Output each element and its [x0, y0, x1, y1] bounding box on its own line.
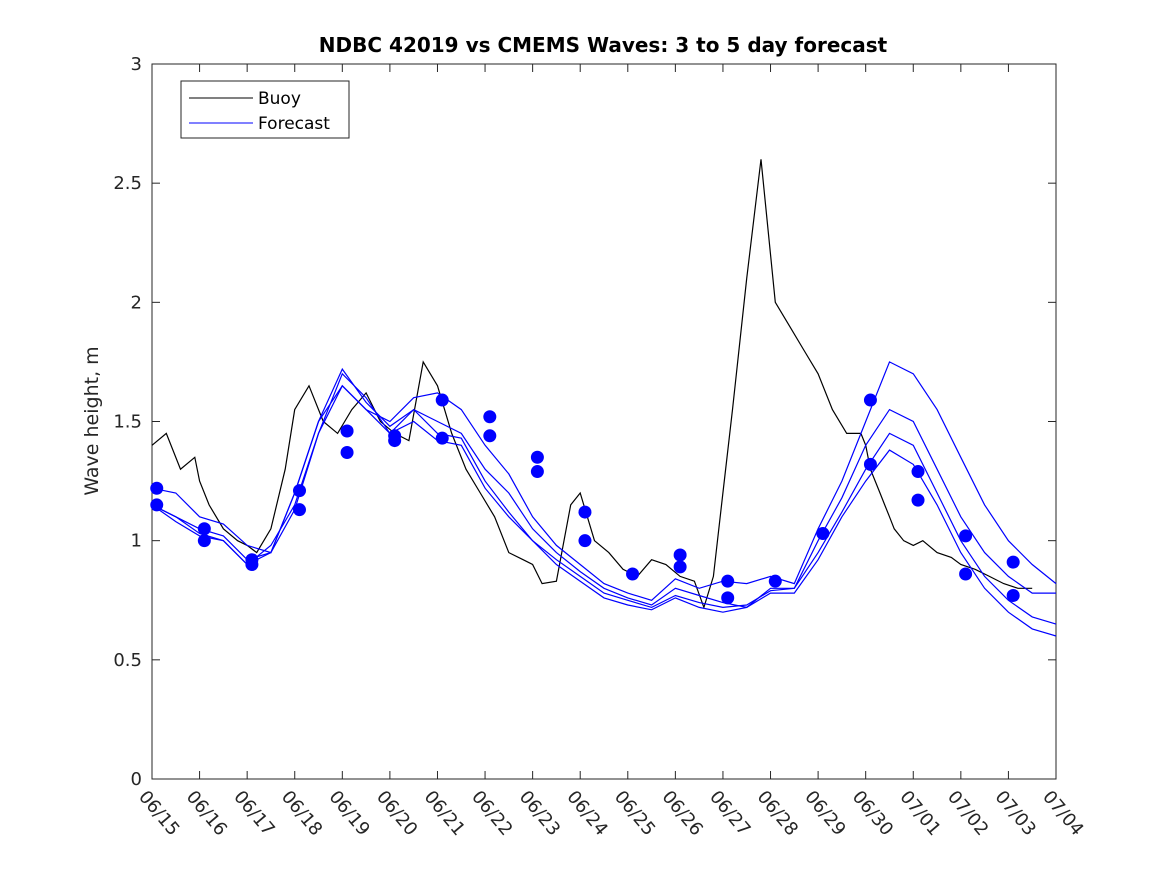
x-tick-label: 06/16 — [182, 787, 231, 840]
forecast-point — [197, 522, 211, 536]
x-tick-label: 07/03 — [991, 787, 1040, 840]
forecast-point — [863, 393, 877, 407]
buoy-line — [151, 159, 1033, 610]
x-tick-label: 06/25 — [610, 787, 659, 840]
y-tick-label: 2 — [131, 292, 142, 313]
x-tick-label: 06/19 — [324, 787, 373, 840]
forecast-point — [721, 591, 735, 605]
forecast-point — [292, 484, 306, 498]
forecast-point — [150, 481, 164, 495]
y-tick-label: 0.5 — [113, 650, 142, 671]
y-axis-label: Wave height, m — [81, 346, 103, 495]
forecast-point — [388, 434, 402, 448]
forecast-point — [721, 574, 735, 588]
forecast-point — [863, 457, 877, 471]
x-tick-label: 06/18 — [277, 787, 326, 840]
x-tick-label: 06/30 — [848, 787, 897, 840]
forecast-point — [911, 465, 925, 479]
forecast-point — [483, 429, 497, 443]
x-tick-label: 06/27 — [705, 787, 754, 840]
forecast-point — [340, 424, 354, 438]
x-tick-label: 06/28 — [753, 787, 802, 840]
forecast-point — [483, 410, 497, 424]
y-tick-label: 1 — [131, 531, 142, 552]
legend-label-forecast: Forecast — [258, 114, 330, 134]
forecast-point — [150, 498, 164, 512]
forecast-point — [816, 527, 830, 541]
x-tick-label: 07/02 — [943, 787, 992, 840]
legend: Buoy Forecast — [180, 80, 350, 139]
forecast-point — [959, 529, 973, 543]
forecast-point — [435, 393, 449, 407]
x-tick-label: 06/22 — [467, 787, 516, 840]
forecast-point — [673, 560, 687, 574]
forecast-point — [959, 567, 973, 581]
y-tick-label: 2.5 — [113, 173, 142, 194]
chart-title: NDBC 42019 vs CMEMS Waves: 3 to 5 day fo… — [319, 33, 888, 57]
forecast-point — [626, 567, 640, 581]
forecast-point — [292, 503, 306, 517]
plot-area — [151, 63, 1057, 780]
forecast-point — [340, 445, 354, 459]
forecast-point — [197, 534, 211, 548]
x-tick-label: 07/04 — [1038, 787, 1087, 840]
forecast-point — [578, 534, 592, 548]
x-tick-label: 06/15 — [134, 787, 183, 840]
legend-label-buoy: Buoy — [258, 89, 301, 109]
forecast-point — [673, 548, 687, 562]
x-tick-label: 06/26 — [658, 787, 707, 840]
forecast-point — [1006, 588, 1020, 602]
forecast-line — [151, 367, 1057, 625]
y-tick-label: 0 — [131, 769, 142, 790]
forecast-point — [530, 450, 544, 464]
y-tick-label: 3 — [131, 54, 142, 75]
forecast-point — [1006, 555, 1020, 569]
forecast-point — [245, 558, 259, 571]
x-tick-label: 06/24 — [562, 787, 611, 840]
forecast-line — [151, 372, 1056, 609]
forecast-line — [151, 384, 1057, 637]
forecast-point — [530, 465, 544, 479]
x-tick-label: 06/21 — [420, 787, 469, 840]
x-tick-label: 06/29 — [800, 787, 849, 840]
legend-box — [180, 80, 350, 139]
y-axis-ticks: 0 0.5 1 1.5 2 2.5 3 — [113, 54, 1056, 790]
series-layer — [150, 159, 1057, 637]
forecast-point — [768, 574, 782, 588]
forecast-point — [911, 493, 925, 507]
forecast-point — [435, 431, 449, 445]
x-tick-label: 06/23 — [515, 787, 564, 840]
x-tick-label: 06/20 — [372, 787, 421, 840]
y-tick-label: 1.5 — [113, 412, 142, 433]
x-tick-label: 07/01 — [895, 787, 944, 840]
x-tick-label: 06/17 — [229, 787, 278, 840]
forecast-point — [578, 505, 592, 519]
